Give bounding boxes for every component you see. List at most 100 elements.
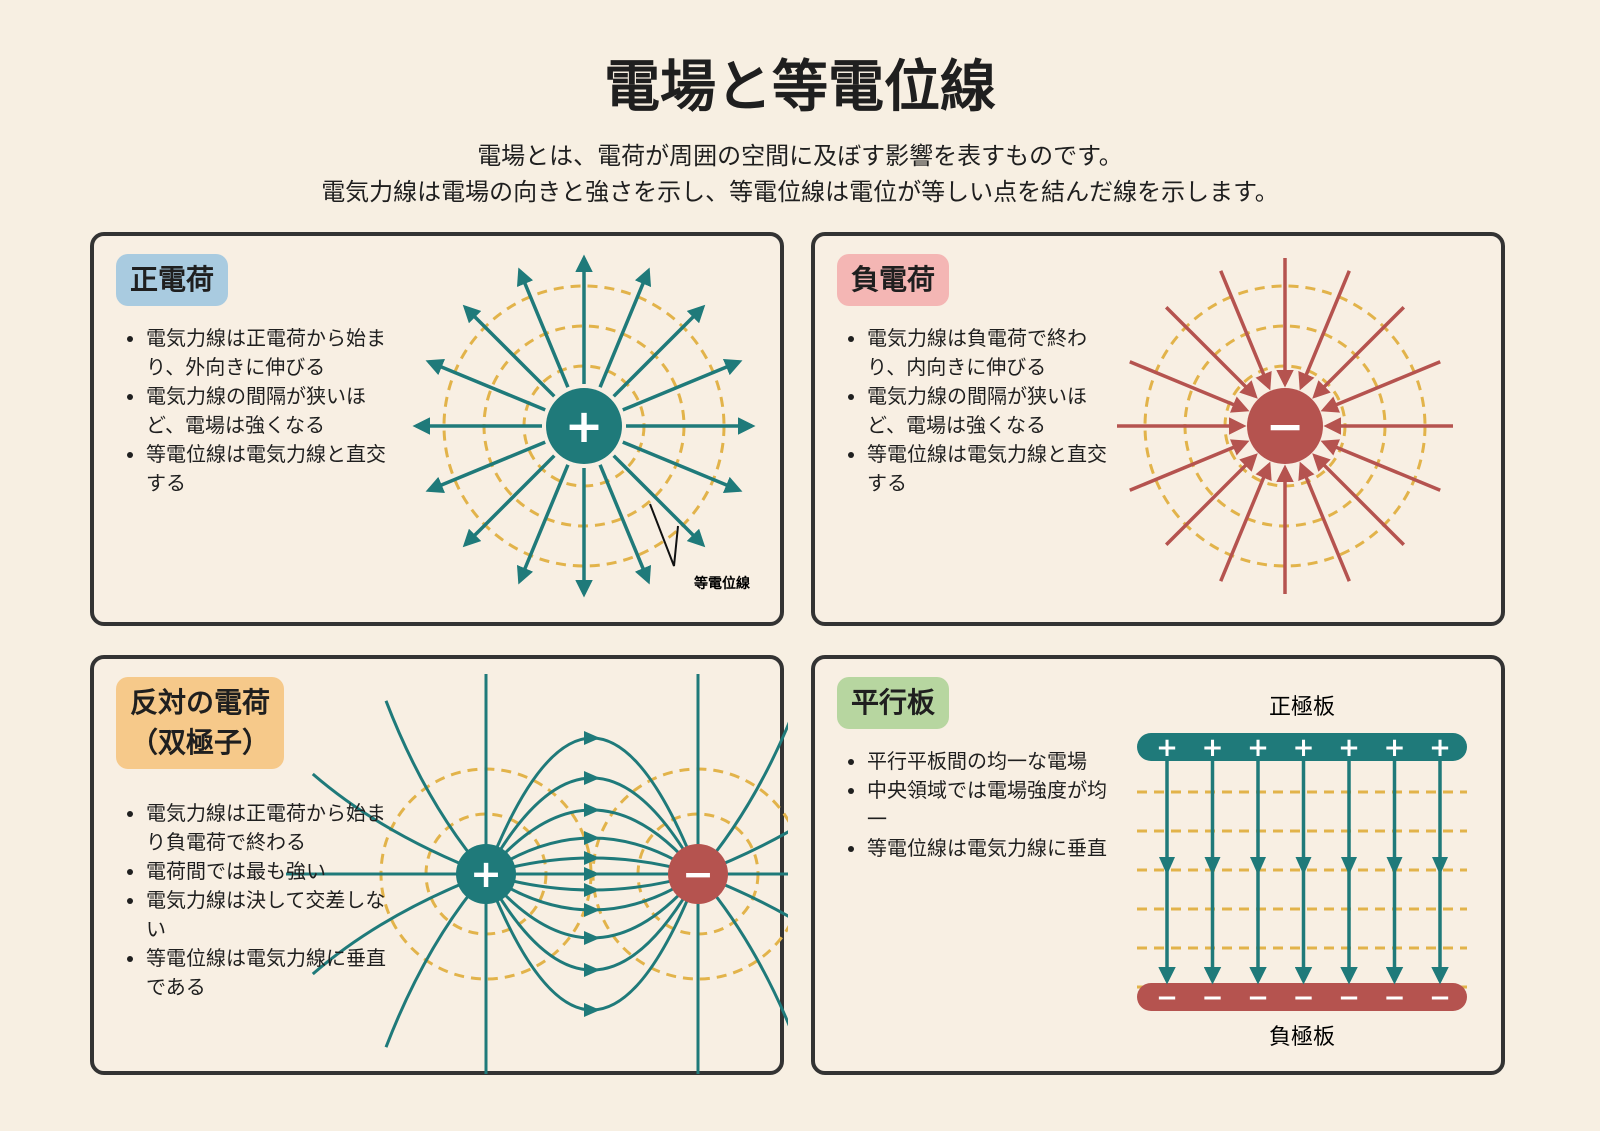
plate-sign: − <box>1247 983 1269 1013</box>
charge <box>456 844 516 904</box>
heading-line: （双極子） <box>130 726 271 759</box>
panel: +−反対の電荷（双極子）電気力線は正電荷から始まり負電荷で終わる電荷間では最も強… <box>90 655 788 1075</box>
charge-sign: − <box>1266 399 1305 453</box>
field-line <box>1219 270 1272 391</box>
arrow <box>1159 857 1175 875</box>
plate-sign: + <box>1247 733 1269 763</box>
plate-sign: + <box>1202 733 1224 763</box>
bullet: 電気力線は負電荷で終わり、内向きに伸びる <box>867 324 1107 382</box>
heading: 正電荷 <box>116 254 229 306</box>
plate-sign: + <box>1293 733 1315 763</box>
plate-sign: − <box>1293 983 1315 1013</box>
bullet: 等電位線は電気力線と直交する <box>867 440 1107 498</box>
arrow <box>1341 857 1357 875</box>
bullet: 等電位線は電気力線と直交する <box>146 440 386 498</box>
diagram: + 等電位線 <box>412 254 756 598</box>
field-line <box>425 358 546 412</box>
field-line <box>1298 270 1351 391</box>
bullets: 平行平板間の均一な電場中央領域では電場強度が均一等電位線は電気力線に垂直 <box>839 747 1107 863</box>
title: 電場と等電位線 <box>604 55 996 120</box>
field-line <box>622 358 743 412</box>
field-line <box>598 267 652 388</box>
charge <box>1247 388 1323 464</box>
field-line <box>612 454 706 548</box>
plate-sign: − <box>1338 983 1360 1013</box>
arrow <box>584 883 600 897</box>
field-line <box>384 873 488 1048</box>
plate-sign: + <box>1384 733 1406 763</box>
plate-sign: − <box>1384 983 1406 1013</box>
field-line <box>1298 461 1351 582</box>
arrow <box>584 851 600 865</box>
field-line <box>1320 439 1441 492</box>
bullet: 電気力線は正電荷から始まり、外向きに伸びる <box>146 324 386 382</box>
field-line <box>425 440 546 494</box>
plate-sign: + <box>1338 733 1360 763</box>
subtitle: 電場とは、電荷が周囲の空間に及ぼす影響を表すものです。 <box>477 142 1123 170</box>
arrow <box>584 771 600 785</box>
panel: + 等電位線 正電荷電気力線は正電荷から始まり、外向きに伸びる電気力線の間隔が狭いほ… <box>90 232 784 626</box>
arrow <box>584 867 600 881</box>
heading-line: 平行板 <box>851 686 936 719</box>
bullet: 電荷間では最も強い <box>146 857 386 886</box>
bullets: 電気力線は負電荷で終わり、内向きに伸びる電気力線の間隔が狭いほど、電場は強くなる… <box>839 324 1107 498</box>
charge-sign: + <box>470 852 502 896</box>
field-line <box>612 304 706 398</box>
plate-sign: − <box>1429 983 1451 1013</box>
field-line <box>384 700 488 875</box>
field-line <box>1320 360 1441 413</box>
field-line <box>1312 305 1406 399</box>
arrow <box>1386 857 1403 875</box>
field-line <box>462 454 556 548</box>
field-line <box>622 440 743 494</box>
heading-line: 正電荷 <box>130 263 215 296</box>
panel: − 負電荷電気力線は負電荷で終わり、内向きに伸びる電気力線の間隔が狭いほど、電場は… <box>811 232 1505 626</box>
field-line <box>484 873 700 1012</box>
field-line <box>1129 360 1250 413</box>
plate-sign: + <box>1156 733 1178 763</box>
plate <box>1137 733 1467 761</box>
pointer <box>649 503 679 567</box>
heading: 反対の電荷 （双極子） <box>116 677 285 769</box>
arrow <box>584 1003 600 1017</box>
bullet: 電気力線は決して交差しない <box>146 886 386 944</box>
field-line <box>1219 461 1272 582</box>
plate-sign: − <box>1156 983 1178 1013</box>
label: 等電位線 <box>694 575 750 592</box>
charge-sign: − <box>682 852 714 896</box>
field-line <box>1164 453 1258 547</box>
heading-line: 負電荷 <box>851 263 936 296</box>
bullets: 電気力線は正電荷から始まり、外向きに伸びる電気力線の間隔が狭いほど、電場は強くな… <box>118 324 386 498</box>
bullets: 電気力線は正電荷から始まり負電荷で終わる電荷間では最も強い電気力線は決して交差し… <box>118 799 386 1002</box>
bullet: 等電位線は電気力線に垂直 <box>867 834 1107 863</box>
charge-sign: + <box>565 399 604 453</box>
arrow <box>584 931 600 945</box>
arrow <box>584 963 600 977</box>
bullet: 中央領域では電場強度が均一 <box>867 776 1107 834</box>
field-line <box>598 464 652 585</box>
field-line <box>462 304 556 398</box>
heading: 負電荷 <box>837 254 950 306</box>
field-line <box>1312 453 1406 547</box>
diagram: + − <box>286 674 788 1074</box>
arrow <box>584 831 600 845</box>
heading-line: 反対の電荷 <box>130 686 271 719</box>
bullet: 平行平板間の均一な電場 <box>867 747 1107 776</box>
field-line <box>516 464 570 585</box>
arrow <box>1204 857 1221 875</box>
bullet: 電気力線の間隔が狭いほど、電場は強くなる <box>146 382 386 440</box>
plate-sign: + <box>1429 733 1451 763</box>
field-line <box>484 736 700 875</box>
plate-sign: − <box>1202 983 1224 1013</box>
plate <box>1137 983 1467 1011</box>
bullet: 電気力線の間隔が狭いほど、電場は強くなる <box>867 382 1107 440</box>
bullet: 電気力線は正電荷から始まり負電荷で終わる <box>146 799 386 857</box>
charge <box>546 388 622 464</box>
arrow <box>1295 857 1312 875</box>
arrow <box>584 731 600 745</box>
field-line <box>516 267 570 388</box>
arrow <box>1432 857 1448 875</box>
